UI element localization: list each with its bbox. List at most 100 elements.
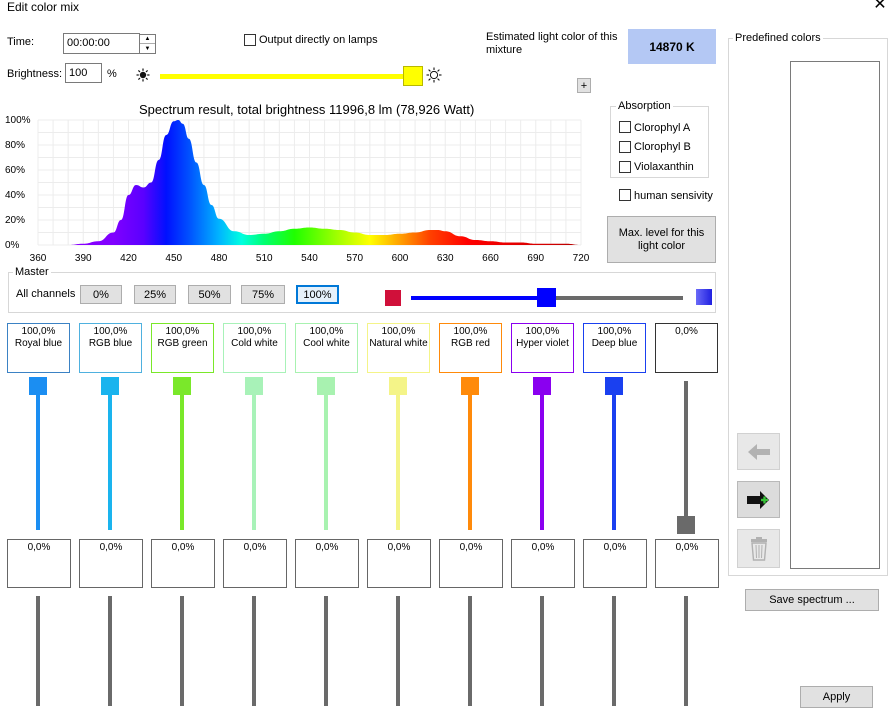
preset-button[interactable]: 75% bbox=[241, 285, 285, 304]
output-directly-checkbox[interactable] bbox=[244, 34, 256, 46]
channel-low-box: 0,0% bbox=[655, 539, 719, 588]
time-input[interactable]: 00:00:00 bbox=[63, 33, 140, 54]
channel-name: RGB green bbox=[157, 338, 208, 349]
human-sensitivity-checkbox[interactable] bbox=[619, 189, 631, 201]
clorophyl-a-checkbox[interactable] bbox=[619, 121, 631, 133]
channel-slider-thumb[interactable] bbox=[605, 377, 623, 395]
channel-value: 100,0% bbox=[597, 326, 632, 337]
channel-slider-thumb[interactable] bbox=[29, 377, 47, 395]
predefined-colors-list[interactable] bbox=[790, 61, 880, 569]
channel-low-slider-track[interactable] bbox=[396, 596, 400, 706]
channel-box: 100,0% RGB red bbox=[439, 323, 502, 373]
channel-low-value: 0,0% bbox=[171, 542, 195, 553]
channel-low-box: 0,0% bbox=[223, 539, 287, 588]
expand-plus-button[interactable]: + bbox=[577, 78, 591, 93]
channel-slider-track[interactable] bbox=[252, 381, 256, 530]
brightness-input[interactable]: 100 bbox=[65, 63, 102, 83]
channel-slider-track[interactable] bbox=[396, 381, 400, 530]
channel-slider-track[interactable] bbox=[108, 381, 112, 530]
add-to-list-button[interactable] bbox=[737, 481, 780, 518]
channel-value: 100,0% bbox=[525, 326, 560, 337]
channel-value: 100,0% bbox=[93, 326, 128, 337]
channel-low-box: 0,0% bbox=[7, 539, 71, 588]
channel-low-box: 0,0% bbox=[151, 539, 215, 588]
channel-box: 100,0% Hyper violet bbox=[511, 323, 574, 373]
arrow-left-icon bbox=[747, 443, 770, 460]
channel-slider-thumb[interactable] bbox=[677, 516, 695, 534]
spin-up-icon[interactable]: ▲ bbox=[140, 35, 155, 44]
remove-from-list-button[interactable] bbox=[737, 433, 780, 470]
channel-name: Hyper violet bbox=[516, 338, 569, 349]
preset-button[interactable]: 50% bbox=[188, 285, 231, 304]
x-tick-label: 630 bbox=[437, 253, 454, 264]
channel-slider-thumb[interactable] bbox=[389, 377, 407, 395]
channel-slider-track[interactable] bbox=[324, 381, 328, 530]
channel-slider-track[interactable] bbox=[180, 381, 184, 530]
channel-low-slider-track[interactable] bbox=[468, 596, 472, 706]
channel-slider-track[interactable] bbox=[36, 381, 40, 530]
channel-slider-thumb[interactable] bbox=[461, 377, 479, 395]
channel-low-box: 0,0% bbox=[511, 539, 575, 588]
channel-low-value: 0,0% bbox=[315, 542, 339, 553]
sun-light-icon bbox=[426, 67, 442, 83]
y-tick-label: 20% bbox=[5, 215, 25, 226]
channel-box: 100,0% Cold white bbox=[223, 323, 286, 373]
max-level-button[interactable]: Max. level for this light color bbox=[607, 216, 716, 263]
delete-from-list-button[interactable] bbox=[737, 529, 780, 568]
channel-slider-track[interactable] bbox=[684, 381, 688, 530]
channel-low-slider-track[interactable] bbox=[36, 596, 40, 706]
y-tick-label: 0% bbox=[5, 240, 20, 251]
channel-name: Natural white bbox=[369, 338, 428, 349]
chart-title: Spectrum result, total brightness 11996,… bbox=[139, 102, 475, 117]
channel-low-slider-track[interactable] bbox=[324, 596, 328, 706]
channel-box: 100,0% Cool white bbox=[295, 323, 358, 373]
preset-button[interactable]: 25% bbox=[134, 285, 176, 304]
x-tick-label: 720 bbox=[573, 253, 590, 264]
spectrum-area bbox=[68, 120, 581, 245]
time-spinner[interactable]: ▲ ▼ bbox=[139, 34, 156, 54]
channel-slider-thumb[interactable] bbox=[317, 377, 335, 395]
channel-box: 100,0% RGB green bbox=[151, 323, 214, 373]
channel-slider-track[interactable] bbox=[540, 381, 544, 530]
channel-low-slider-track[interactable] bbox=[180, 596, 184, 706]
clorophyl-b-checkbox[interactable] bbox=[619, 141, 631, 153]
preset-button[interactable]: 100% bbox=[296, 285, 339, 304]
channel-slider-thumb[interactable] bbox=[101, 377, 119, 395]
channel-low-box: 0,0% bbox=[295, 539, 359, 588]
y-tick-label: 40% bbox=[5, 190, 25, 201]
brightness-slider-track[interactable] bbox=[160, 74, 415, 79]
channel-low-slider-track[interactable] bbox=[612, 596, 616, 706]
x-tick-label: 420 bbox=[120, 253, 137, 264]
channel-slider-track[interactable] bbox=[468, 381, 472, 530]
spin-down-icon[interactable]: ▼ bbox=[144, 45, 151, 52]
channel-low-slider-track[interactable] bbox=[108, 596, 112, 706]
channel-slider-thumb[interactable] bbox=[173, 377, 191, 395]
channel-low-slider-track[interactable] bbox=[540, 596, 544, 706]
preset-button[interactable]: 0% bbox=[80, 285, 122, 304]
channel-slider-thumb[interactable] bbox=[533, 377, 551, 395]
channel-name: Deep blue bbox=[591, 338, 638, 349]
violaxanthin-checkbox[interactable] bbox=[619, 161, 631, 173]
x-tick-label: 600 bbox=[392, 253, 409, 264]
apply-button[interactable]: Apply bbox=[800, 686, 873, 708]
save-spectrum-button[interactable]: Save spectrum ... bbox=[745, 589, 879, 611]
channel-box: 100,0% Royal blue bbox=[7, 323, 70, 373]
channel-slider-track[interactable] bbox=[612, 381, 616, 530]
brightness-slider-thumb[interactable] bbox=[403, 66, 423, 86]
channel-low-slider-track[interactable] bbox=[252, 596, 256, 706]
x-tick-label: 690 bbox=[527, 253, 544, 264]
channel-low-box: 0,0% bbox=[439, 539, 503, 588]
master-slider-thumb[interactable] bbox=[537, 288, 556, 307]
master-low-color-swatch bbox=[385, 290, 401, 306]
channel-slider-thumb[interactable] bbox=[245, 377, 263, 395]
estimate-value: 14870 K bbox=[649, 39, 695, 54]
channel-low-value: 0,0% bbox=[243, 542, 267, 553]
arrow-right-add-icon bbox=[746, 490, 769, 509]
channel-low-slider-track[interactable] bbox=[684, 596, 688, 706]
x-tick-label: 540 bbox=[301, 253, 318, 264]
channel-box: 0,0% bbox=[655, 323, 718, 373]
channel-name: Cool white bbox=[303, 338, 350, 349]
close-icon[interactable]: ✕ bbox=[873, 0, 887, 13]
predefined-colors-title: Predefined colors bbox=[733, 32, 823, 44]
violaxanthin-label: Violaxanthin bbox=[634, 161, 694, 173]
